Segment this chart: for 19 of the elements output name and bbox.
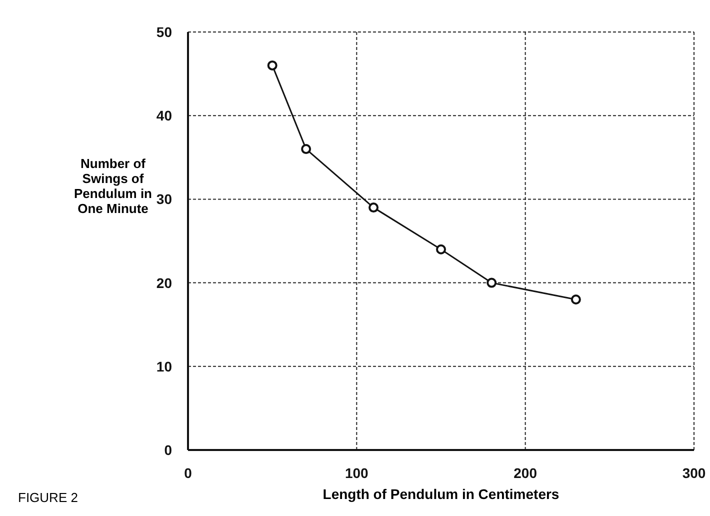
y-tick-label: 10 xyxy=(156,358,172,374)
x-tick-label: 200 xyxy=(514,464,538,481)
point xyxy=(486,278,497,288)
y-tick-label: 40 xyxy=(156,108,172,124)
y-axis-title: Number of Swings of Pendulum in One Minute xyxy=(73,156,153,216)
x-tick-label: 0 xyxy=(184,464,192,481)
point xyxy=(267,60,278,70)
x-tick-label: 300 xyxy=(682,464,706,481)
y-tick-label: 30 xyxy=(156,191,172,208)
y-tick-label: 0 xyxy=(164,442,172,458)
x-axis-title: Length of Pendulum in Centimeters xyxy=(322,486,560,502)
y-tick-label: 20 xyxy=(156,274,172,291)
point xyxy=(368,202,379,213)
caption: FIGURE 2 xyxy=(18,490,78,505)
x-tick-label: 100 xyxy=(344,464,369,481)
point xyxy=(570,294,581,305)
y-tick-label: 50 xyxy=(156,24,172,40)
point xyxy=(301,144,312,154)
point xyxy=(436,244,446,254)
